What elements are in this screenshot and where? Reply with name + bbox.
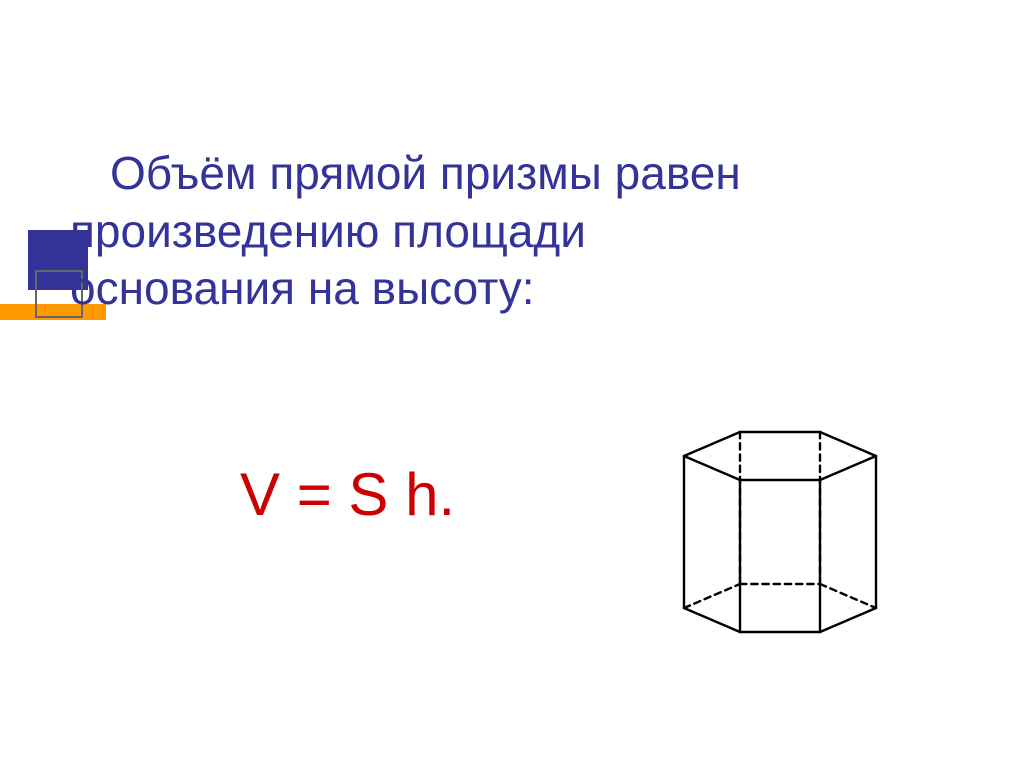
title-line-2: произведению площади	[70, 205, 586, 257]
hexagonal-prism-diagram	[620, 380, 940, 700]
title-line-3: основания на высоту:	[70, 262, 535, 314]
slide-title: Объём прямой призмы равен произведению п…	[70, 145, 970, 318]
volume-formula: V = S h.	[240, 460, 455, 529]
title-line-1: Объём прямой призмы равен	[110, 147, 741, 199]
